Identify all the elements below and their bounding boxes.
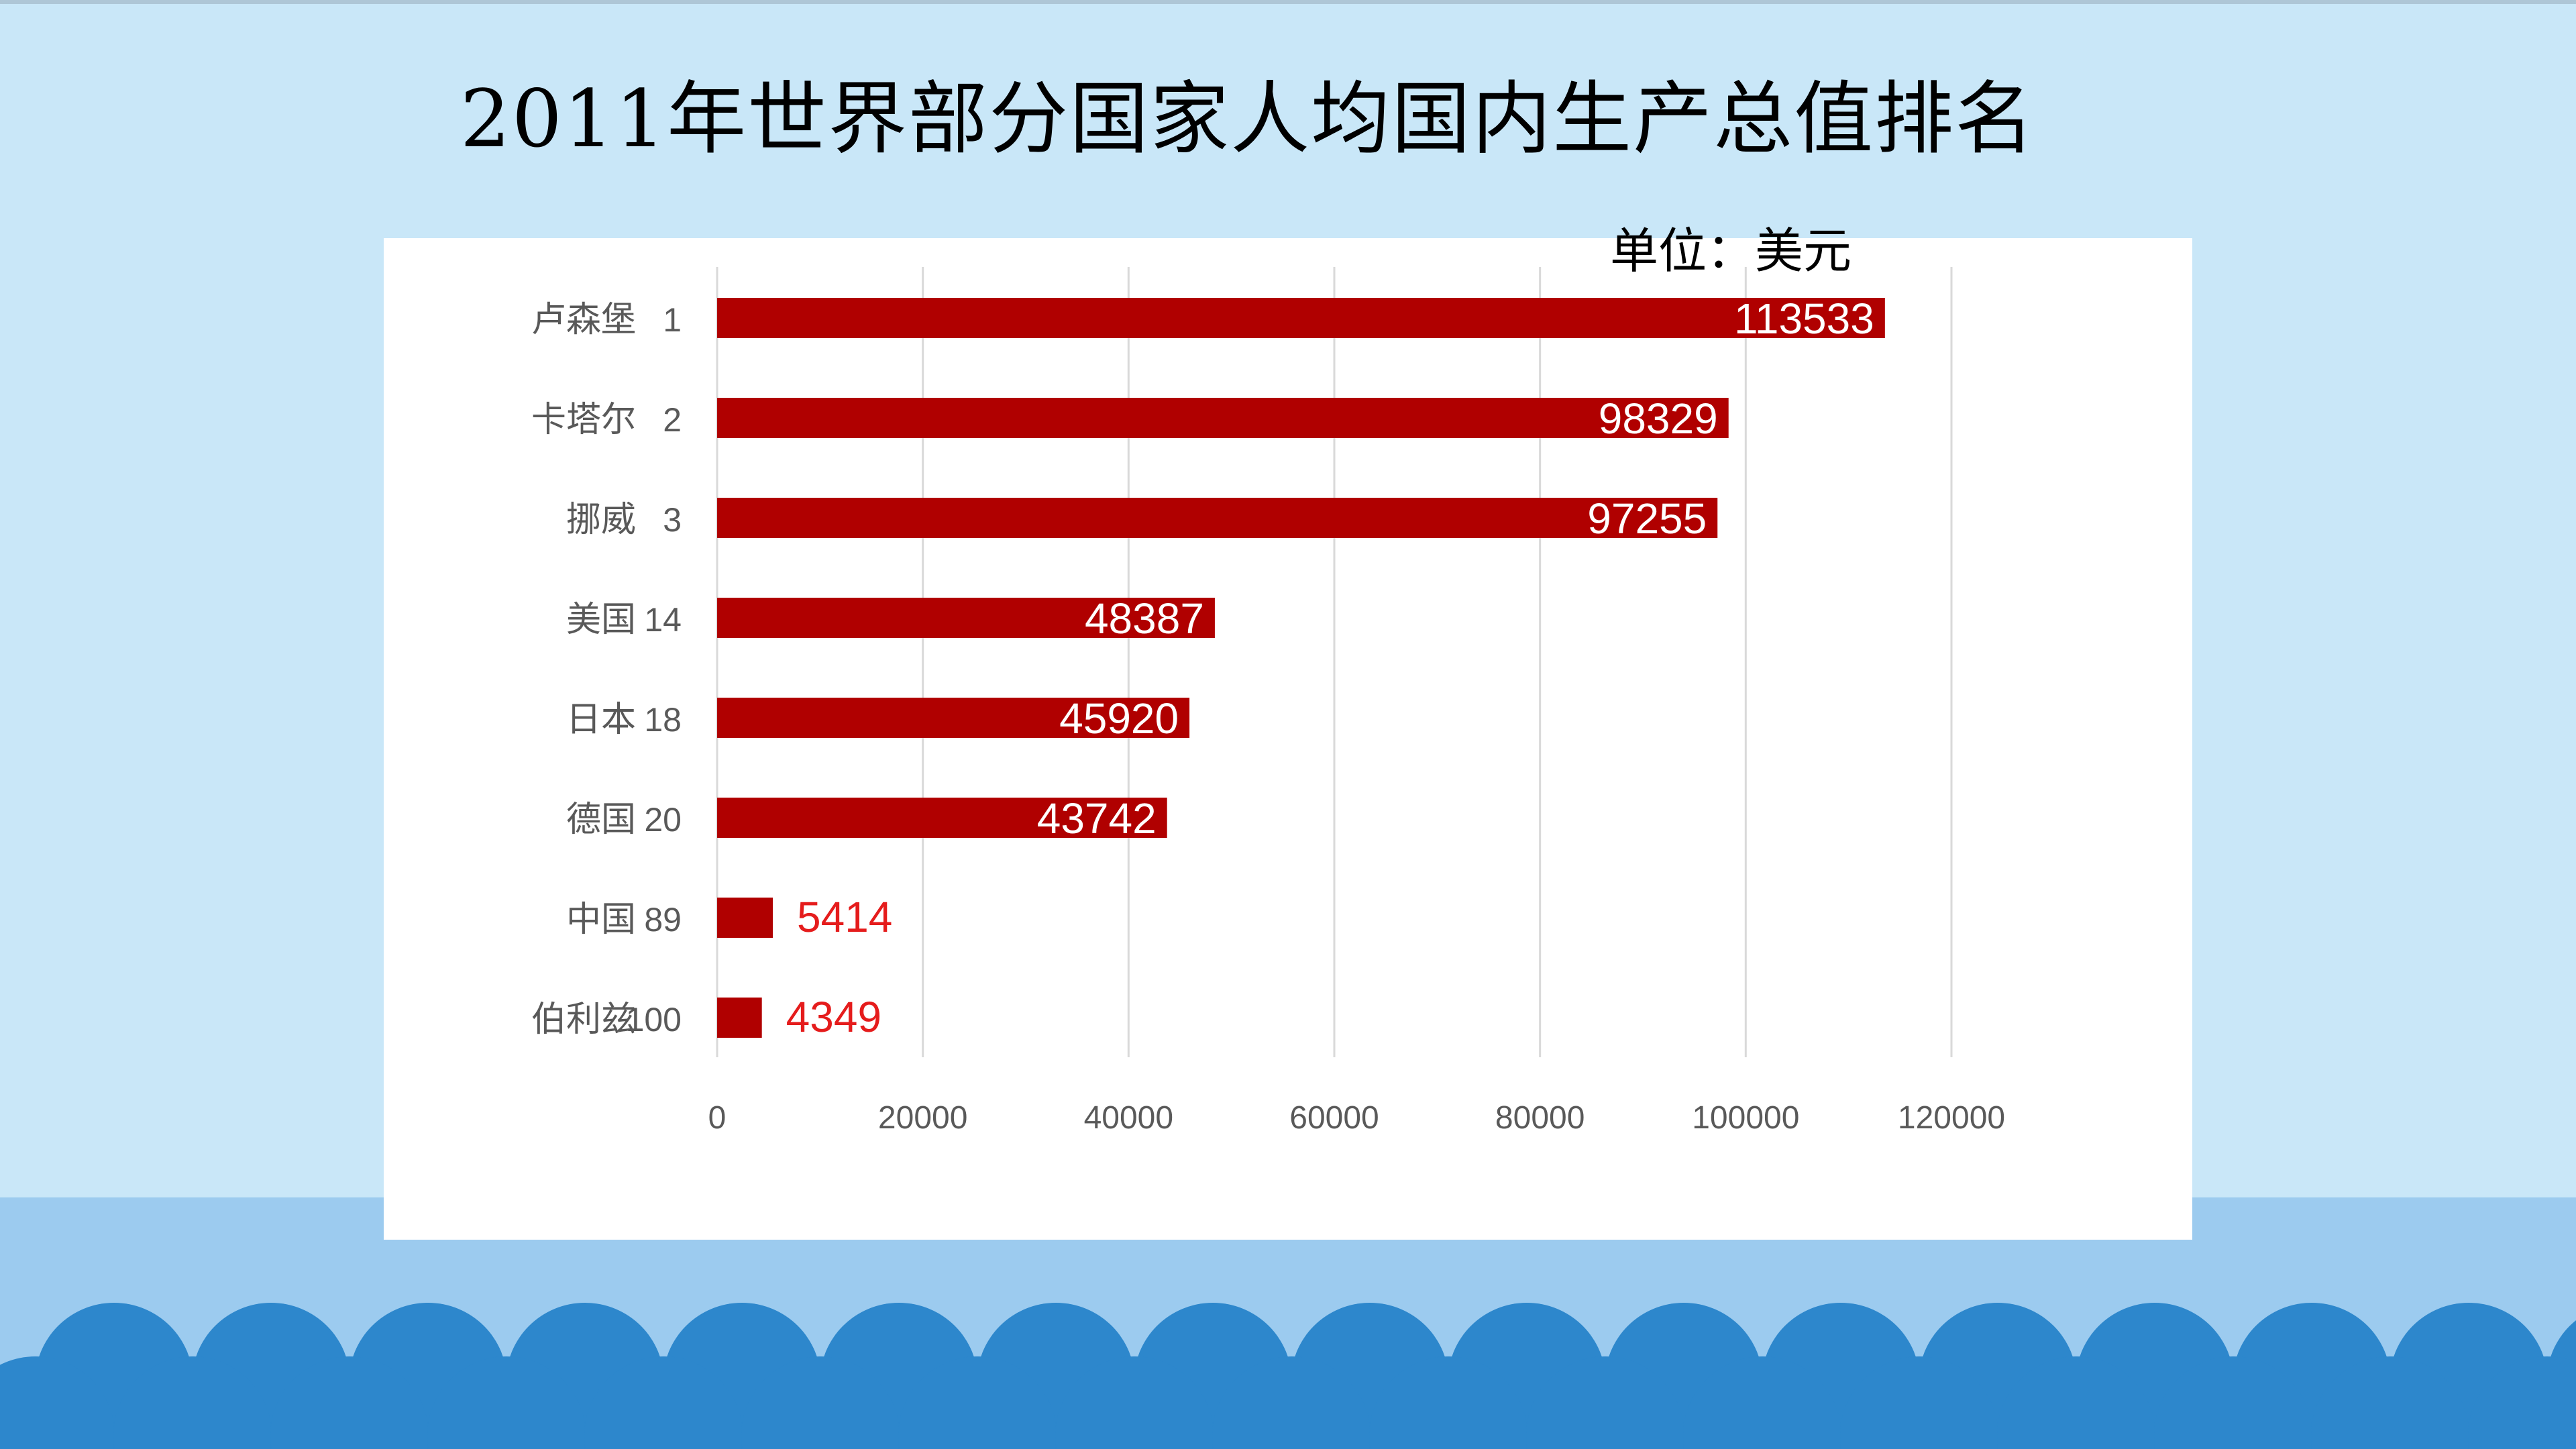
category-country-label: 中国	[566, 900, 636, 940]
category-rank-label: 14	[644, 601, 682, 639]
bar	[717, 298, 1885, 338]
data-label: 43742	[1037, 794, 1157, 843]
category-country-label: 卡塔尔	[531, 400, 636, 440]
bar	[717, 598, 1215, 638]
wave-front-scallop	[1526, 1356, 1684, 1449]
wave-front-scallop	[1212, 1356, 1371, 1449]
category-country-label: 挪威	[566, 500, 636, 540]
wave-front-scallop	[2311, 1356, 2469, 1449]
category-rank-label: 1	[663, 301, 682, 339]
data-label: 4349	[786, 993, 881, 1041]
data-label: 48387	[1085, 594, 1204, 643]
wave-front-scallop	[584, 1356, 743, 1449]
bar	[717, 698, 1190, 738]
wave-front-scallop	[427, 1356, 586, 1449]
top-border-line	[0, 0, 2576, 4]
x-tick-label: 80000	[1495, 1100, 1585, 1136]
category-country-label: 日本	[566, 700, 636, 740]
wave-front-scallop	[270, 1356, 429, 1449]
category-country-label: 卢森堡	[531, 300, 636, 340]
bar	[717, 998, 762, 1038]
bar	[717, 398, 1729, 438]
bar	[717, 798, 1167, 838]
x-tick-label: 20000	[878, 1100, 967, 1136]
category-country-label: 德国	[566, 800, 636, 840]
category-country-label: 美国	[566, 600, 636, 640]
x-tick-label: 100000	[1692, 1100, 1799, 1136]
wave-front-scallop	[1840, 1356, 1998, 1449]
wave-front-scallop	[2154, 1356, 2312, 1449]
unit-label: 单位：美元	[1610, 223, 1852, 279]
x-tick-label: 0	[708, 1100, 727, 1136]
data-label: 113533	[1734, 294, 1874, 343]
category-country-label: 伯利兹	[531, 1000, 636, 1040]
data-label: 5414	[797, 893, 892, 941]
category-rank-label: 20	[644, 801, 682, 839]
wave-front-scallop	[898, 1356, 1057, 1449]
slide-title: 2011年世界部分国家人均国内生产总值排名	[460, 72, 2036, 165]
category-rank-label: 89	[644, 901, 682, 938]
x-tick-label: 40000	[1084, 1100, 1173, 1136]
bar	[717, 498, 1718, 538]
wave-front-scallop	[1997, 1356, 2155, 1449]
bar	[717, 898, 773, 938]
wave-front-scallop	[1683, 1356, 1841, 1449]
wave-front-scallop	[2468, 1356, 2576, 1449]
category-rank-label: 18	[644, 701, 682, 739]
wave-front-scallop	[741, 1356, 900, 1449]
x-tick-label: 60000	[1289, 1100, 1379, 1136]
wave-front-scallop	[113, 1356, 272, 1449]
wave-decoration	[0, 1303, 2576, 1449]
wave-front-scallop	[1055, 1356, 1214, 1449]
data-label: 45920	[1059, 694, 1179, 743]
wave-front-scallop	[0, 1356, 115, 1449]
data-label: 98329	[1599, 394, 1718, 443]
x-tick-label: 120000	[1898, 1100, 2005, 1136]
category-rank-label: 100	[626, 1001, 682, 1038]
category-rank-label: 3	[663, 501, 682, 539]
data-label: 97255	[1587, 494, 1707, 543]
wave-front-scallop	[1369, 1356, 1527, 1449]
bar-chart: 0 20000 40000 60000 80000 100000 120000 卢森堡 1 113…	[531, 267, 2005, 1136]
category-rank-label: 2	[663, 401, 682, 439]
